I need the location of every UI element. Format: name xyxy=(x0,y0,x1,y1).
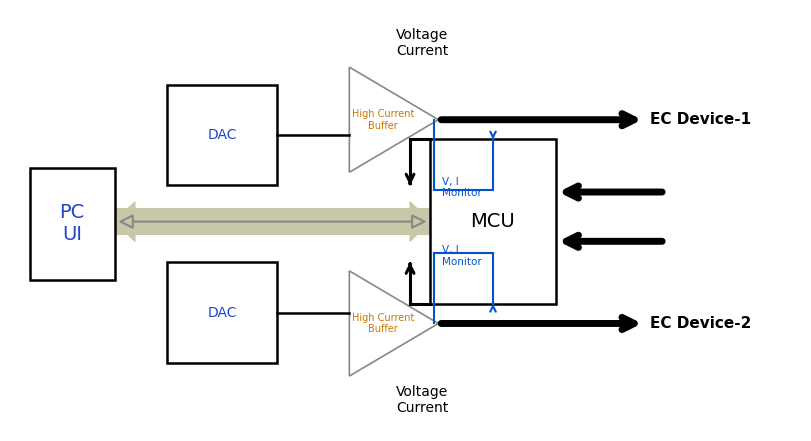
Bar xyxy=(114,209,430,235)
Bar xyxy=(430,139,555,304)
Text: EC Device-1: EC Device-1 xyxy=(649,112,750,127)
Text: Voltage
Current: Voltage Current xyxy=(396,28,448,58)
Text: V, I
Monitor: V, I Monitor xyxy=(442,177,482,198)
Text: V, I
Monitor: V, I Monitor xyxy=(442,245,482,266)
Bar xyxy=(167,262,277,363)
FancyArrowPatch shape xyxy=(121,216,424,228)
Text: High Current
Buffer: High Current Buffer xyxy=(351,109,414,131)
Text: DAC: DAC xyxy=(207,306,236,320)
Text: PC
UI: PC UI xyxy=(59,203,84,244)
Text: Voltage
Current: Voltage Current xyxy=(396,385,448,415)
Polygon shape xyxy=(410,202,430,241)
Bar xyxy=(167,85,277,186)
Text: DAC: DAC xyxy=(207,128,236,142)
Bar xyxy=(30,168,114,280)
Text: EC Device-2: EC Device-2 xyxy=(649,316,750,331)
Text: MCU: MCU xyxy=(470,212,515,231)
Polygon shape xyxy=(114,202,135,241)
Text: High Current
Buffer: High Current Buffer xyxy=(351,313,414,334)
